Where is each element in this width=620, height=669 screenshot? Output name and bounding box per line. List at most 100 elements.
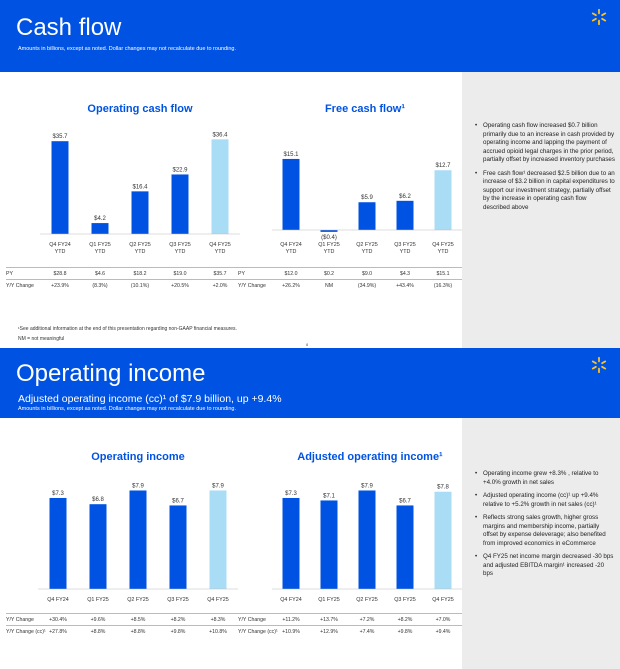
bar-1 [320, 500, 338, 589]
table-cell: (34.9%) [357, 283, 377, 289]
slide-subtitle: Adjusted operating income (cc)¹ of $7.9 … [18, 393, 282, 405]
row-label: Y/Y Change [6, 617, 34, 623]
row-label: PY [6, 271, 13, 277]
category-label-2: Q2 FY25 [127, 597, 149, 603]
chart-title-operating-income: Operating income [91, 451, 185, 463]
row-label: Y/Y Change [238, 283, 266, 289]
bar-3 [396, 200, 414, 230]
bar-3 [169, 505, 187, 589]
category-label-3: Q3 FY25 [169, 242, 191, 248]
commentary-bullet: Adjusted operating income (cc)¹ up +9.4%… [475, 492, 615, 509]
chart-title-free-cash-flow: Free cash flow¹ [265, 103, 465, 115]
row-label: Y/Y Change (cc)¹ [6, 629, 46, 635]
table-cell: $9.0 [361, 271, 373, 277]
spark-icon [591, 8, 607, 26]
commentary-list: Operating income grew +8.3% , relative t… [475, 470, 615, 584]
table-cell: NM [324, 283, 334, 289]
slide-title: Operating income [16, 360, 206, 387]
spark-icon [591, 356, 607, 374]
table-cell: +12.9% [320, 629, 338, 635]
commentary-panel: Operating cash flow increased $0.7 billi… [462, 72, 620, 348]
bar-3 [396, 505, 414, 589]
table-cell: +7.2% [359, 617, 375, 623]
data-label-3: $6.7 [172, 498, 184, 504]
operating-cash-flow-table: PY $28.8 $4.6 $18.2 $19.0 $35.7 Y/Y Change +23.… [6, 267, 240, 293]
table-cell: +2.0% [212, 283, 228, 289]
category-label-0-line2: YTD [286, 249, 297, 255]
footnote-nm: NM = not meaningful [18, 336, 65, 342]
data-label-2: $5.9 [361, 195, 373, 201]
bar-4 [209, 490, 227, 589]
category-label-4-line2: YTD [215, 249, 226, 255]
table-cell: (16.3%) [433, 283, 453, 289]
category-label-2-line2: YTD [362, 249, 373, 255]
table-cell: +13.7% [320, 617, 338, 623]
category-label-2: Q2 FY25 [356, 242, 378, 248]
category-label-3: Q3 FY25 [167, 597, 189, 603]
table-row: Y/Y Change +26.2% NM (34.9%) +43.4% (16.3%) [238, 279, 462, 292]
table-cell: $4.6 [94, 271, 106, 277]
category-label-4: Q4 FY25 [209, 242, 231, 248]
table-cell: +27.8% [49, 629, 67, 635]
category-label-1: Q1 FY25 [318, 597, 340, 603]
category-label-1: Q1 FY25 [318, 242, 340, 248]
table-cell: $35.7 [213, 271, 227, 277]
table-row: Y/Y Change +11.2% +13.7% +7.2% +8.2% +7.0% [238, 613, 462, 626]
data-label-1: $6.8 [92, 497, 104, 503]
amounts-note: Amounts in billions, except as noted. Do… [18, 46, 236, 52]
category-label-0: Q4 FY24 [49, 242, 71, 248]
bar-4 [211, 139, 229, 234]
operating-income-chart: $7.3 Q4 FY24 $6.8 Q1 FY25 $7.9 Q2 FY25 $6.7 Q3 … [38, 483, 238, 603]
data-label-3: $6.7 [399, 498, 411, 504]
bar-0 [51, 141, 69, 234]
table-row: PY $28.8 $4.6 $18.2 $19.0 $35.7 [6, 267, 240, 280]
category-label-3: Q3 FY25 [394, 242, 416, 248]
amounts-note: Amounts in billions, except as noted. Do… [18, 406, 236, 412]
slide-title: Cash flow [16, 14, 122, 41]
commentary-bullet: Q4 FY25 net income margin decreased -30 … [475, 553, 615, 579]
commentary-bullet: Free cash flow¹ decreased $2.5 billion d… [475, 170, 615, 213]
bar-1 [91, 223, 109, 234]
table-cell: +8.2% [397, 617, 413, 623]
table-cell: +10.9% [282, 629, 300, 635]
bar-0 [282, 497, 300, 589]
table-cell: +8.2% [170, 617, 186, 623]
commentary-panel: Operating income grew +8.3% , relative t… [462, 418, 620, 669]
table-cell: $18.2 [133, 271, 147, 277]
category-label-4-line2: YTD [438, 249, 449, 255]
category-label-1: Q1 FY25 [89, 242, 111, 248]
category-label-3-line2: YTD [175, 249, 186, 255]
free-cash-flow-table: PY $12.0 $0.2 $9.0 $4.3 $15.1 Y/Y Change +26.2%… [238, 267, 462, 293]
table-cell: +10.8% [209, 629, 227, 635]
bar-2 [129, 490, 147, 589]
page-number: 8 [306, 342, 309, 347]
free-cash-flow-title-text: Free cash flow¹ [324, 103, 406, 115]
row-label: Y/Y Change [6, 283, 34, 289]
operating-income-slide: Operating income Adjusted operating inco… [0, 348, 620, 669]
commentary-bullet: Reflects strong sales growth, higher gro… [475, 514, 615, 548]
category-label-4: Q4 FY25 [432, 597, 454, 603]
bar-2 [131, 191, 149, 234]
table-cell: +9.4% [435, 629, 451, 635]
data-label-4: $36.4 [212, 132, 228, 138]
table-cell: +8.8% [90, 629, 106, 635]
table-cell: +11.2% [282, 617, 300, 623]
category-label-0: Q4 FY24 [280, 242, 302, 248]
table-row: Y/Y Change +30.4% +9.6% +8.5% +8.2% +8.3% [6, 613, 238, 626]
category-label-3: Q3 FY25 [394, 597, 416, 603]
operating-income-table: Y/Y Change +30.4% +9.6% +8.5% +8.2% +8.3% Y/Y … [6, 613, 238, 639]
category-label-4: Q4 FY25 [207, 597, 229, 603]
bar-3 [171, 174, 189, 234]
table-cell: +9.6% [90, 617, 106, 623]
commentary-list: Operating cash flow increased $0.7 billi… [475, 122, 615, 217]
table-cell: +7.4% [359, 629, 375, 635]
table-cell: $0.2 [323, 271, 335, 277]
table-cell: +20.5% [171, 283, 189, 289]
data-label-1: $7.1 [323, 493, 335, 499]
data-label-0: $15.1 [283, 152, 299, 158]
chart-title-operating-cash-flow: Operating cash flow [87, 103, 193, 115]
data-label-4: $12.7 [435, 163, 451, 169]
category-label-2: Q2 FY25 [129, 242, 151, 248]
table-cell: $4.3 [399, 271, 411, 277]
